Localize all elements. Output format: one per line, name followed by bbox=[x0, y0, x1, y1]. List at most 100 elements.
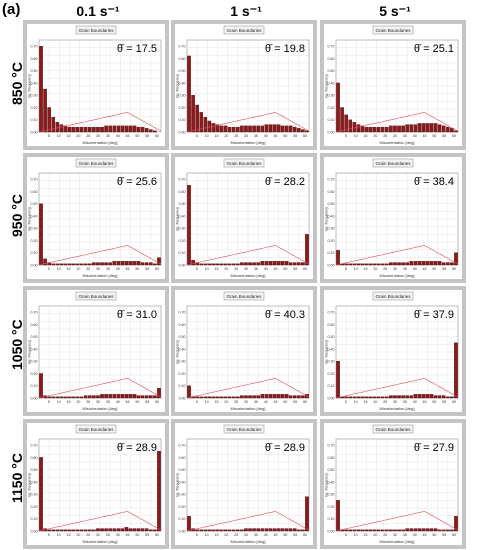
inner-title-box bbox=[75, 291, 117, 301]
histogram-bar bbox=[140, 262, 145, 266]
x-tick-label: 25 bbox=[234, 267, 238, 271]
histogram-bar bbox=[429, 261, 434, 266]
y-tick-label: 0.20 bbox=[31, 505, 38, 509]
histogram-bar bbox=[207, 396, 212, 399]
histogram-bar bbox=[297, 529, 301, 532]
inner-chart-title: Grain Boundaries bbox=[226, 294, 262, 299]
inner-chart-title: Grain Boundaries bbox=[375, 161, 411, 166]
histogram-bar bbox=[437, 395, 442, 399]
histogram-bar bbox=[187, 516, 191, 532]
histogram-bar bbox=[372, 396, 377, 399]
x-tick-label: 40 bbox=[264, 267, 268, 271]
histogram-bar bbox=[409, 395, 414, 399]
histogram-bar bbox=[340, 107, 344, 133]
histogram-bar bbox=[149, 529, 153, 532]
y-tick-label: 0.40 bbox=[31, 480, 38, 484]
x-tick-label: 5 bbox=[196, 267, 198, 271]
histogram-bar bbox=[454, 516, 458, 532]
histogram-bar bbox=[124, 261, 129, 266]
histogram-bar bbox=[385, 396, 389, 399]
x-tick-label: 35 bbox=[254, 533, 258, 537]
reference-curve bbox=[186, 511, 310, 532]
histogram-bar bbox=[421, 261, 426, 266]
histogram-bar bbox=[446, 126, 450, 133]
histogram-bar bbox=[236, 126, 240, 133]
x-tick-label: 5 bbox=[196, 533, 198, 537]
y-tick-label: 0.40 bbox=[31, 214, 38, 218]
histogram-bar bbox=[301, 129, 305, 133]
x-tick-label: 5 bbox=[48, 267, 50, 271]
y-tick-label: 0.70 bbox=[179, 311, 186, 315]
histogram-bar bbox=[59, 263, 64, 266]
histogram-bar bbox=[83, 126, 88, 133]
histogram-bar bbox=[376, 529, 381, 532]
histogram-bar bbox=[39, 203, 43, 266]
y-tick-label: 0.00 bbox=[179, 397, 186, 401]
plot-frame bbox=[335, 39, 459, 133]
histogram-bar bbox=[112, 394, 117, 399]
histogram-bar bbox=[71, 396, 76, 399]
histogram-bar bbox=[380, 126, 385, 133]
histogram-bar bbox=[227, 529, 232, 532]
histogram-bar bbox=[136, 126, 141, 133]
histogram-bar bbox=[59, 124, 64, 133]
y-tick-label: 0.70 bbox=[328, 444, 335, 448]
histogram-bar bbox=[88, 395, 92, 399]
y-axis-label: rel. frequency bbox=[27, 473, 32, 497]
x-tick-label: 35 bbox=[403, 134, 407, 138]
histogram-canvas: Grain Boundaries 0.00 0.10 0.20 0.30 0.40 0.50… bbox=[27, 24, 165, 146]
histogram-tile: Grain Boundaries 0.00 0.10 0.20 0.30 0.40 0.50… bbox=[171, 286, 317, 416]
histogram-bar bbox=[401, 125, 405, 133]
histogram-bar bbox=[446, 262, 450, 266]
x-tick-label: 15 bbox=[67, 400, 71, 404]
histogram-bar bbox=[433, 123, 438, 133]
histogram-canvas: Grain Boundaries 0.00 0.10 0.20 0.30 0.40 0.50… bbox=[175, 423, 313, 545]
histogram-bar bbox=[268, 394, 273, 399]
x-tick-label: 10 bbox=[57, 533, 61, 537]
histogram-bar bbox=[372, 529, 377, 532]
inner-title-box bbox=[75, 25, 117, 35]
histogram-bar bbox=[344, 529, 348, 532]
histogram-bar bbox=[454, 252, 458, 266]
histogram-bar bbox=[348, 529, 353, 532]
histogram-bar bbox=[55, 122, 60, 133]
histogram-bar bbox=[401, 262, 405, 266]
y-tick-label: 0.10 bbox=[31, 118, 38, 122]
y-tick-label: 0.00 bbox=[328, 397, 335, 401]
histogram-bar bbox=[231, 126, 236, 133]
x-tick-label: 30 bbox=[96, 400, 100, 404]
histogram-bar bbox=[240, 529, 244, 532]
histogram-bar bbox=[223, 125, 228, 133]
x-tick-label: 60 bbox=[155, 400, 159, 404]
histogram-bar bbox=[79, 396, 84, 399]
x-tick-label: 60 bbox=[155, 267, 159, 271]
y-tick-label: 0.10 bbox=[179, 384, 186, 388]
x-tick-label: 45 bbox=[423, 134, 427, 138]
histogram-bar bbox=[104, 528, 108, 532]
histogram-bar bbox=[356, 263, 361, 266]
plot-frame bbox=[335, 305, 459, 399]
histogram-bar bbox=[136, 395, 141, 399]
histogram-bar bbox=[264, 528, 269, 532]
histogram-bar bbox=[364, 529, 369, 532]
histogram-bar bbox=[409, 124, 414, 133]
histogram-bar bbox=[401, 529, 405, 532]
histogram-bar bbox=[292, 126, 297, 133]
x-tick-label: 50 bbox=[283, 400, 287, 404]
histogram-bar bbox=[284, 528, 289, 532]
histogram-bar bbox=[288, 125, 293, 133]
x-axis-label: Misorientation [deg] bbox=[380, 539, 415, 544]
histogram-bar bbox=[108, 528, 112, 532]
histogram-canvas: Grain Boundaries 0.00 0.10 0.20 0.30 0.40 0.50… bbox=[324, 157, 462, 279]
histogram-bar bbox=[252, 125, 256, 133]
x-tick-label: 15 bbox=[67, 267, 71, 271]
histogram-canvas: Grain Boundaries 0.00 0.10 0.20 0.30 0.40 0.50… bbox=[175, 290, 313, 412]
x-axis-label: Misorientation [deg] bbox=[83, 140, 118, 145]
x-tick-label: 10 bbox=[205, 267, 209, 271]
histogram-bar bbox=[153, 263, 157, 266]
histogram-bar bbox=[421, 123, 426, 133]
x-axis-label: Misorientation [deg] bbox=[380, 273, 415, 278]
x-tick-label: 35 bbox=[106, 134, 110, 138]
x-tick-label: 40 bbox=[413, 134, 417, 138]
histogram-bar bbox=[71, 126, 76, 133]
